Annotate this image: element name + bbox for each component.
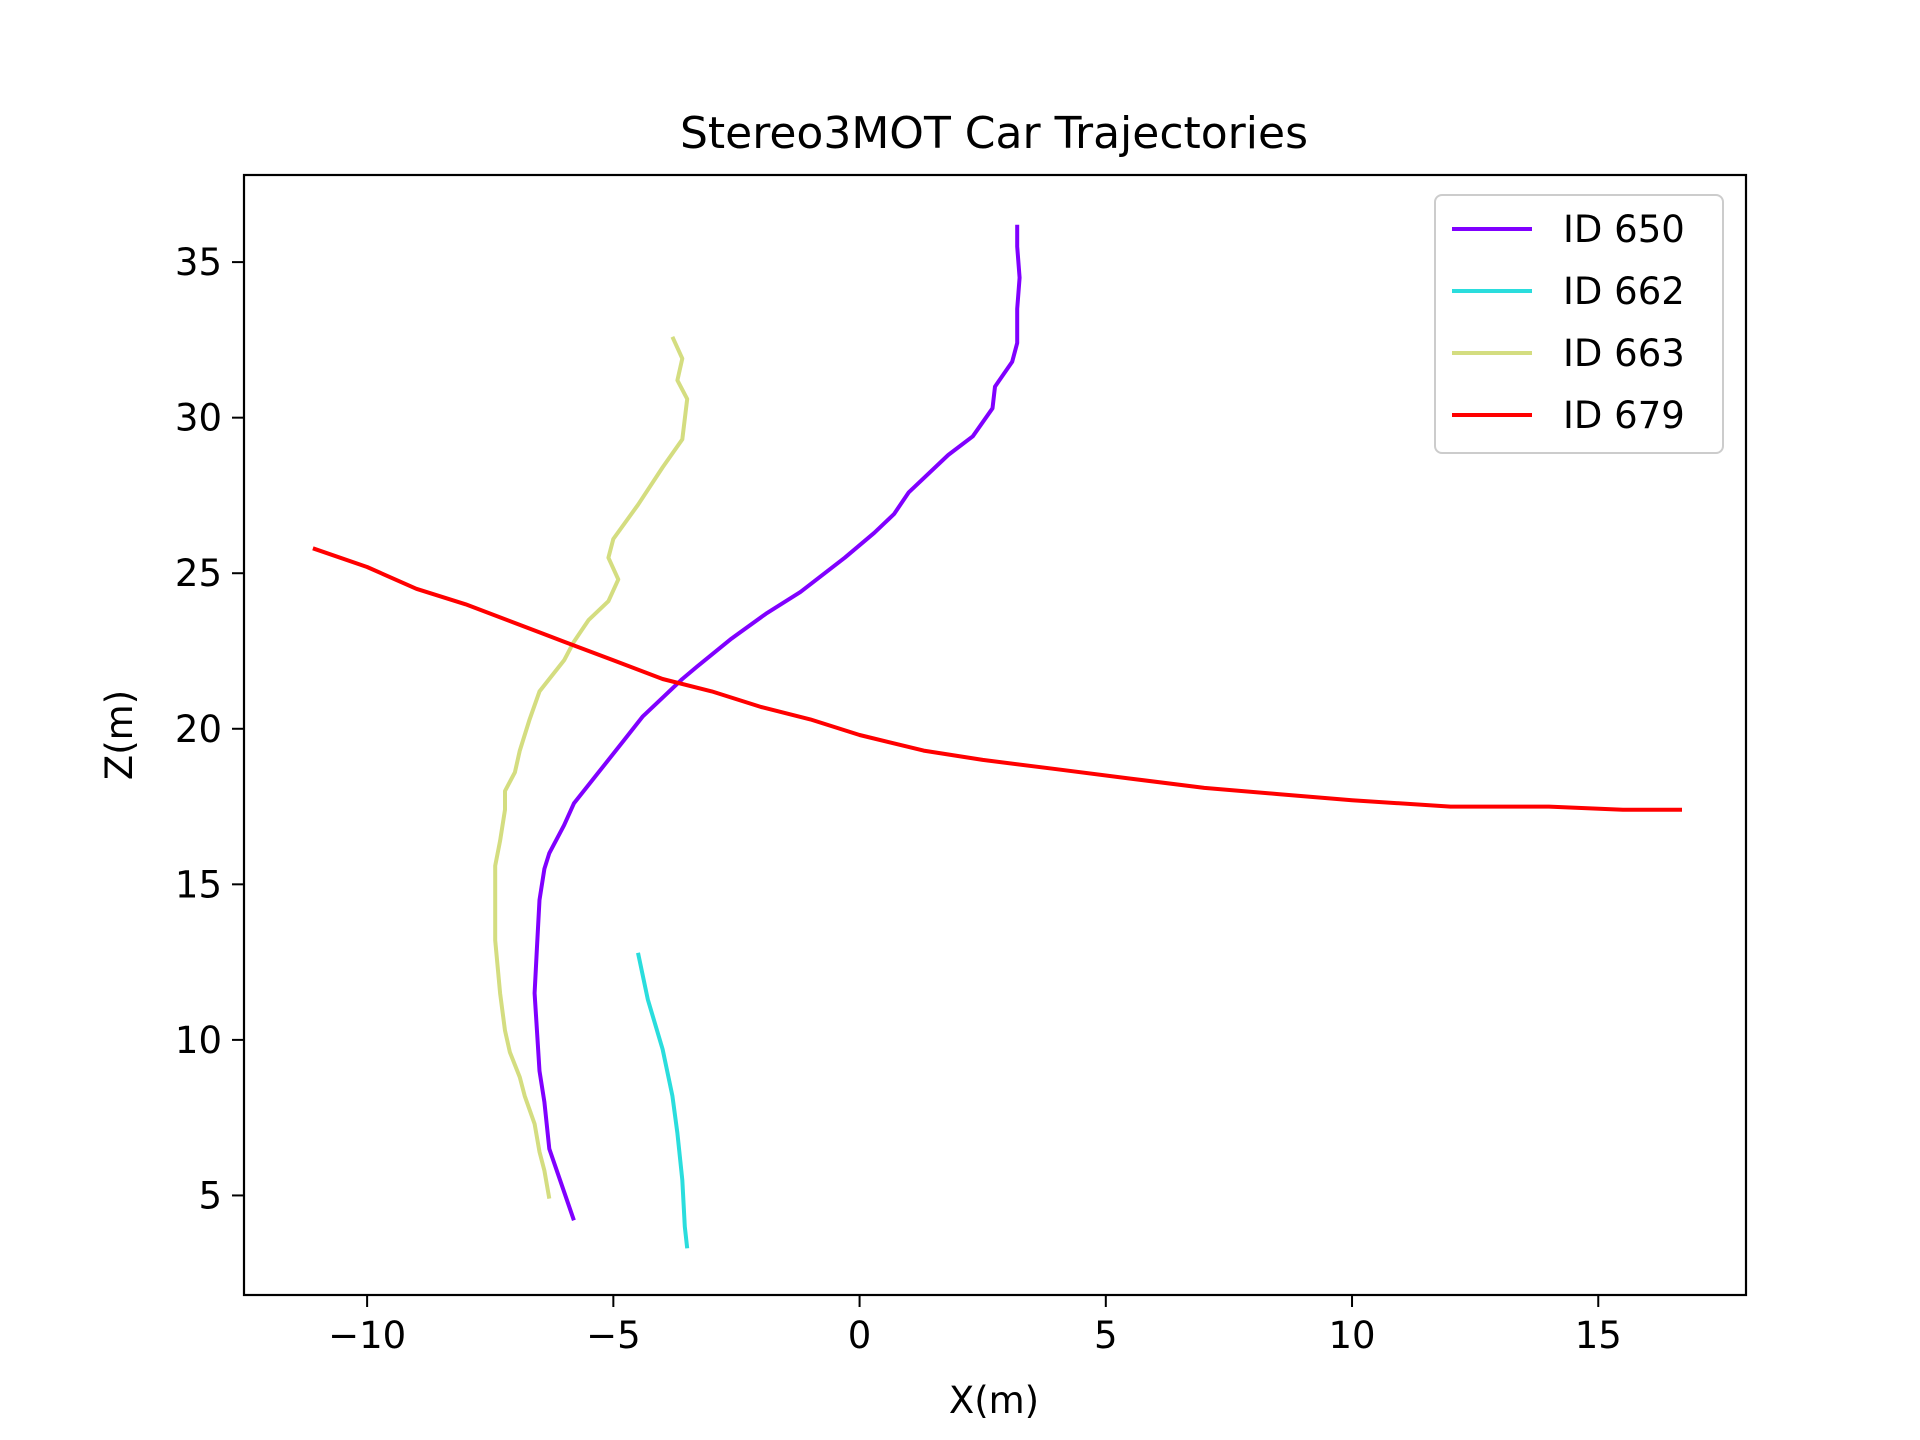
series-line-id-663 xyxy=(493,335,690,1199)
y-tick-label: 10 xyxy=(175,1019,222,1062)
legend-frame xyxy=(1434,194,1724,454)
y-axis-label: Z(m) xyxy=(98,690,141,780)
x-tick-label: −10 xyxy=(328,1314,406,1357)
y-tick-label: 5 xyxy=(198,1174,222,1217)
y-tick-label: 20 xyxy=(175,708,222,751)
x-tick-label: 10 xyxy=(1328,1314,1375,1357)
legend-label: ID 662 xyxy=(1563,270,1685,313)
legend: ID 650 ID 662 ID 663 ID 679 xyxy=(1434,194,1724,454)
x-tick-label: 15 xyxy=(1575,1314,1622,1357)
series-line-id-650 xyxy=(532,224,1022,1221)
legend-label: ID 663 xyxy=(1563,332,1685,375)
legend-label: ID 679 xyxy=(1563,394,1685,437)
y-tick-label: 30 xyxy=(175,397,222,440)
series-line-id-679 xyxy=(312,546,1682,812)
series-line-id-662 xyxy=(636,952,690,1249)
plot-series-group xyxy=(312,224,1682,1249)
legend-label: ID 650 xyxy=(1563,208,1685,251)
axis-ticks-group: −10 −5 0 5 10 15 5 10 15 20 25 30 35 xyxy=(175,241,1622,1357)
chart-title: Stereo3MOT Car Trajectories xyxy=(680,108,1308,159)
x-tick-label: 0 xyxy=(848,1314,872,1357)
y-tick-label: 25 xyxy=(175,552,222,595)
plot-area-frame xyxy=(242,173,1748,1297)
y-tick-label: 15 xyxy=(175,863,222,906)
x-tick-label: 5 xyxy=(1094,1314,1118,1357)
y-tick-label: 35 xyxy=(175,241,222,284)
x-axis-label: X(m) xyxy=(949,1379,1039,1422)
x-tick-label: −5 xyxy=(586,1314,641,1357)
